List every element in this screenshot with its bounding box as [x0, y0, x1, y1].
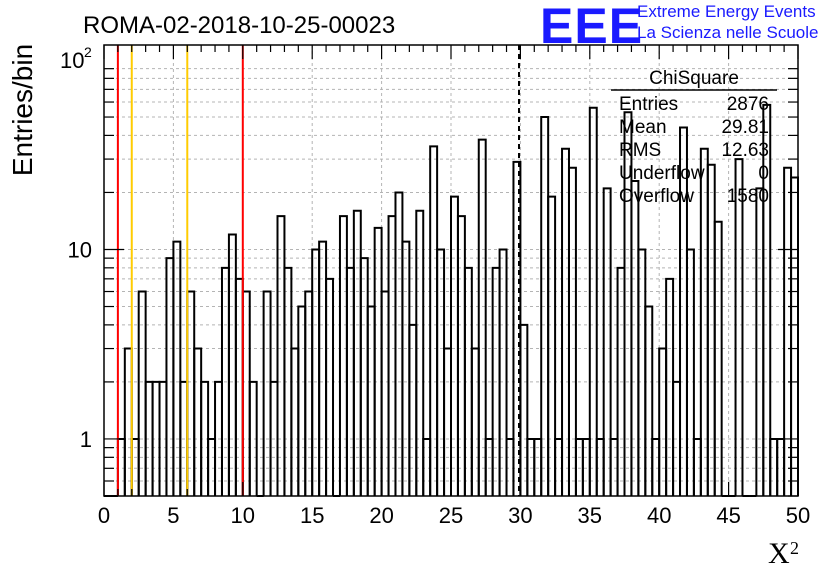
stats-mean-label: Mean [619, 117, 667, 138]
stats-mean-value: 29.81 [721, 117, 769, 138]
x-tick-label: 15 [300, 503, 324, 528]
stats-entries-value: 2876 [727, 94, 769, 115]
histogram-bin [325, 277, 335, 496]
histogram-bin [519, 323, 529, 496]
y-tick-label: 10 [68, 237, 92, 262]
x-tick-label: 50 [786, 503, 810, 528]
histogram-bars [104, 103, 799, 497]
stats-box-title: ChiSquare [649, 68, 739, 89]
histogram-bin [734, 158, 744, 496]
histogram-bin [588, 106, 598, 496]
histogram-bin [547, 195, 557, 496]
y-tick-label: 1 [80, 427, 92, 452]
stats-entries-label: Entries [619, 94, 678, 115]
x-axis-label-superscript: 2 [790, 538, 799, 558]
x-tick-label: 5 [167, 503, 179, 528]
histogram-bin [415, 209, 425, 496]
histogram-bin [567, 166, 577, 496]
histogram-bin [477, 138, 487, 496]
y-axis-label: Entries/bin [7, 44, 38, 176]
x-axis-label-group: X 2 [768, 537, 799, 570]
stats-rms-label: RMS [619, 140, 661, 161]
x-tick-label: 0 [98, 503, 110, 528]
stats-overflow-label: Overflow [619, 186, 694, 207]
eee-logo: EEE Extreme Energy Events La Scienza nel… [540, 0, 818, 54]
axes [103, 44, 799, 497]
histogram-bin [602, 187, 612, 496]
histogram-bin [644, 305, 654, 496]
stats-overflow-value: 1580 [727, 186, 769, 207]
histogram-bin [498, 248, 508, 496]
x-tick-label: 10 [231, 503, 255, 528]
x-tick-label: 25 [439, 503, 463, 528]
stats-underflow-label: Underflow [619, 163, 705, 184]
x-tick-label: 20 [369, 503, 393, 528]
x-tick-label: 45 [716, 503, 740, 528]
eee-logo-line1: Extreme Energy Events [637, 2, 816, 21]
histogram-bin [713, 220, 723, 496]
x-tick-label: 35 [578, 503, 602, 528]
x-tick-label: 40 [647, 503, 671, 528]
y-tick-label: 10 [60, 48, 84, 73]
reference-lines [116, 45, 521, 496]
chart-title: ROMA-02-2018-10-25-00023 [83, 12, 395, 39]
histogram-bin [762, 103, 772, 496]
stats-box: ChiSquare Entries 2876 Mean 29.81 RMS 12… [611, 68, 777, 207]
stats-rms-value: 12.63 [721, 140, 769, 161]
eee-logo-mark: EEE [540, 0, 643, 54]
x-tick-label: 30 [508, 503, 532, 528]
x-axis-label: X [768, 537, 790, 570]
histogram-bin [685, 248, 695, 496]
stats-underflow-value: 0 [758, 163, 769, 184]
histogram-bin [248, 380, 258, 496]
eee-logo-line2: La Scienza nelle Scuole [637, 23, 818, 42]
histogram-bin [172, 240, 182, 496]
y-tick-label-superscript: 2 [84, 44, 92, 60]
